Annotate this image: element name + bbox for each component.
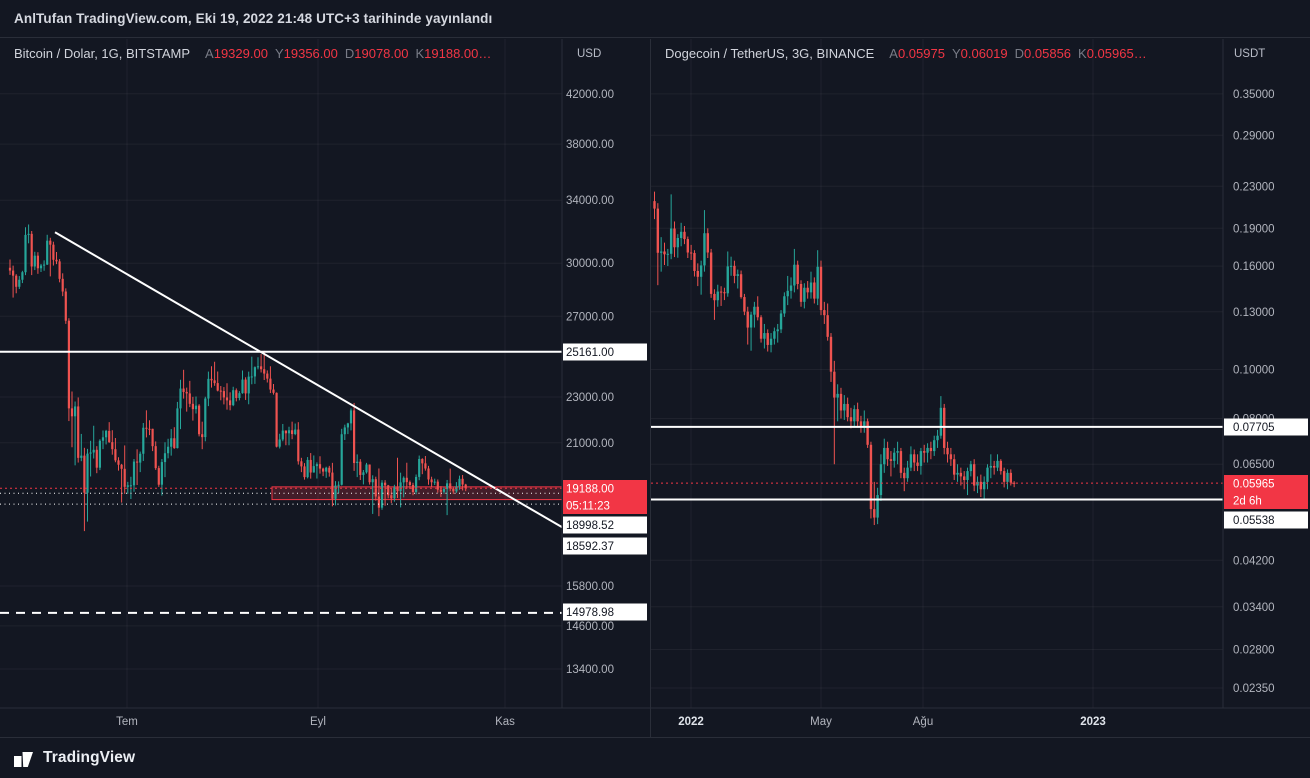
descending-trendline[interactable]	[54, 231, 563, 529]
doge-symbol-title[interactable]: Dogecoin / TetherUS, 3G, BINANCE	[665, 46, 875, 61]
candles-series[interactable]	[8, 224, 467, 532]
svg-text:0.05965: 0.05965	[1233, 479, 1275, 491]
logo-slant	[22, 751, 33, 767]
ohlc-high-value: 19356.00	[283, 46, 338, 61]
svg-text:0.02800: 0.02800	[1233, 644, 1275, 656]
svg-text:15800.00: 15800.00	[566, 581, 614, 593]
tradingview-logo-icon[interactable]	[13, 748, 34, 769]
svg-text:0.02350: 0.02350	[1233, 683, 1275, 695]
current-price-badge[interactable]: 0.05965 2d 6h	[1224, 475, 1308, 509]
price-axis-currency-usdt: USDT	[1234, 48, 1266, 60]
gridlines	[0, 39, 562, 708]
ohlc-open-value: 0.05975	[897, 46, 945, 61]
publish-info-bar: AnlTufan TradingView.com, Eki 19, 2022 2…	[0, 0, 1310, 38]
svg-text:30000.00: 30000.00	[566, 258, 614, 270]
btc-symbol-title[interactable]: Bitcoin / Dolar, 1G, BITSTAMP	[14, 46, 191, 61]
svg-text:23000.00: 23000.00	[566, 392, 614, 404]
ohlc-low-label: D	[344, 46, 355, 61]
footer-bar: TradingView	[0, 737, 1310, 778]
doge-candlestick-chart[interactable]: 0.35000 0.29000 0.23000 0.19000 0.16000 0.130…	[651, 39, 1310, 737]
svg-text:18592.37: 18592.37	[566, 541, 614, 553]
doge-chart-legend: Dogecoin / TetherUS, 3G, BINANCE A0.05975…	[665, 46, 1147, 61]
btc-chart-legend: Bitcoin / Dolar, 1G, BITSTAMP A19329.00 Y1…	[14, 46, 491, 61]
time-axis[interactable]: 2022 May Ağu 2023	[678, 716, 1106, 728]
panel-btc: 42000.00 38000.00 34000.00 30000.00 27000.00…	[0, 39, 650, 737]
svg-text:0.35000: 0.35000	[1233, 89, 1275, 101]
ohlc-open-value: 19329.00	[213, 46, 268, 61]
svg-text:27000.00: 27000.00	[566, 311, 614, 323]
level-badge[interactable]: 0.07705	[1224, 418, 1308, 436]
svg-text:0.10000: 0.10000	[1233, 364, 1275, 376]
svg-text:2022: 2022	[678, 716, 704, 728]
current-price-badge[interactable]: 19188.00 05:11:23	[563, 480, 647, 514]
svg-text:0.03400: 0.03400	[1233, 602, 1275, 614]
ohlc-close-label: K	[415, 46, 425, 61]
ohlc-low-value: 0.05856	[1024, 46, 1072, 61]
svg-text:0.05538: 0.05538	[1233, 515, 1275, 527]
svg-text:0.29000: 0.29000	[1233, 130, 1275, 142]
svg-text:14600.00: 14600.00	[566, 621, 614, 633]
time-axis[interactable]: Tem Eyl Kas	[116, 716, 515, 728]
svg-text:0.23000: 0.23000	[1233, 181, 1275, 193]
svg-text:42000.00: 42000.00	[566, 89, 614, 101]
level-badge[interactable]: 18592.37	[563, 537, 647, 555]
panel-doge: 0.35000 0.29000 0.23000 0.19000 0.16000 0.130…	[650, 39, 1310, 737]
ohlc-low-label: D	[1014, 46, 1025, 61]
ohlc-open-label: A	[889, 46, 898, 61]
ohlc-close-value: 0.05965…	[1086, 46, 1147, 61]
tradingview-wordmark[interactable]: TradingView	[43, 749, 136, 766]
level-badge[interactable]: 0.05538	[1224, 511, 1308, 529]
svg-text:0.16000: 0.16000	[1233, 261, 1275, 273]
logo-block	[14, 755, 22, 767]
svg-text:0.19000: 0.19000	[1233, 223, 1275, 235]
price-axis[interactable]: 42000.00 38000.00 34000.00 30000.00 27000.00…	[566, 89, 614, 676]
svg-text:2023: 2023	[1080, 716, 1106, 728]
svg-text:2d 6h: 2d 6h	[1233, 496, 1262, 508]
level-badge[interactable]: 25161.00	[563, 343, 647, 361]
ohlc-close-value: 19188.00…	[424, 46, 492, 61]
svg-text:0.07705: 0.07705	[1233, 422, 1275, 434]
svg-text:0.04200: 0.04200	[1233, 555, 1275, 567]
level-badge[interactable]: 14978.98	[563, 603, 647, 621]
btc-candlestick-chart[interactable]: 42000.00 38000.00 34000.00 30000.00 27000.00…	[0, 39, 650, 737]
svg-text:25161.00: 25161.00	[566, 347, 614, 359]
svg-text:Kas: Kas	[495, 716, 515, 728]
svg-text:May: May	[810, 716, 832, 728]
svg-text:19188.00: 19188.00	[566, 484, 614, 496]
gridlines	[651, 39, 1223, 708]
level-badge[interactable]: 18998.52	[563, 516, 647, 534]
candles-series[interactable]	[653, 191, 1016, 526]
svg-text:14978.98: 14978.98	[566, 607, 614, 619]
svg-text:13400.00: 13400.00	[566, 664, 614, 676]
svg-text:Ağu: Ağu	[913, 716, 933, 728]
svg-text:0.13000: 0.13000	[1233, 307, 1275, 319]
svg-text:Tem: Tem	[116, 716, 138, 728]
svg-text:21000.00: 21000.00	[566, 438, 614, 450]
ohlc-low-value: 19078.00	[354, 46, 409, 61]
ohlc-high-label: Y	[951, 46, 961, 61]
publish-info-text: AnlTufan TradingView.com, Eki 19, 2022 2…	[14, 11, 493, 26]
ohlc-high-label: Y	[274, 46, 284, 61]
ohlc-high-value: 0.06019	[960, 46, 1008, 61]
svg-text:Eyl: Eyl	[310, 716, 326, 728]
price-axis-currency-usd: USD	[577, 48, 602, 60]
svg-text:05:11:23: 05:11:23	[566, 501, 610, 513]
svg-text:0.06500: 0.06500	[1233, 459, 1275, 471]
svg-text:18998.52: 18998.52	[566, 520, 614, 532]
svg-text:38000.00: 38000.00	[566, 139, 614, 151]
svg-text:34000.00: 34000.00	[566, 195, 614, 207]
ohlc-open-label: A	[205, 46, 214, 61]
charts-area: 42000.00 38000.00 34000.00 30000.00 27000.00…	[0, 39, 1310, 737]
ohlc-close-label: K	[1078, 46, 1087, 61]
